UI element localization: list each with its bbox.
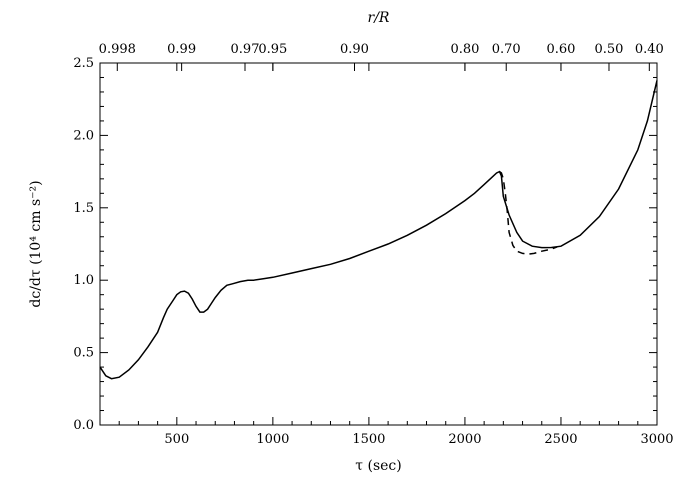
top-tick-label: 0.95 — [258, 42, 287, 57]
x-tick-label: 1000 — [256, 432, 289, 447]
top-tick-label: 0.50 — [595, 42, 624, 57]
top-axis-title: r/R — [368, 10, 390, 26]
top-tick-label: 0.80 — [450, 42, 479, 57]
series-line-dashed — [499, 170, 558, 255]
x-axis-title: τ (sec) — [355, 458, 401, 474]
top-tick-label: 0.90 — [340, 42, 369, 57]
y-axis-title: dc/dτ (10⁴ cm s⁻²) — [28, 180, 44, 307]
y-tick-label: 1.5 — [73, 201, 94, 216]
x-tick-label: 500 — [164, 432, 189, 447]
y-tick-label: 0.0 — [73, 418, 94, 433]
y-tick-label: 2.5 — [73, 56, 94, 71]
x-tick-label: 1500 — [352, 432, 385, 447]
series-line-solid — [99, 80, 658, 380]
x-tick-label: 2500 — [544, 432, 577, 447]
top-tick-label: 0.70 — [492, 42, 521, 57]
x-tick-label: 2000 — [448, 432, 481, 447]
y-tick-label: 1.0 — [73, 273, 94, 288]
series-layer — [99, 80, 658, 380]
x-tick-label: 3000 — [640, 432, 673, 447]
plot-frame — [99, 62, 658, 426]
top-tick-label: 0.97 — [231, 42, 260, 57]
top-tick-label: 0.99 — [167, 42, 196, 57]
top-tick-label: 0.998 — [99, 42, 136, 57]
top-axis-ticks: 0.998 0.99 0.970.95 0.90 0.80 0.70 0.60 0.50 0.4… — [99, 42, 664, 71]
top-tick-label: 0.60 — [546, 42, 575, 57]
x-axis-ticks: 500 1000 1500 2000 2500 3000 — [118, 63, 674, 447]
y-tick-label: 2.0 — [73, 128, 94, 143]
y-tick-label: 0.5 — [73, 346, 94, 361]
top-tick-label: 0.40 — [635, 42, 664, 57]
y-axis-ticks: 0.0 0.5 1.0 1.5 2.0 2.5 — [73, 56, 657, 433]
